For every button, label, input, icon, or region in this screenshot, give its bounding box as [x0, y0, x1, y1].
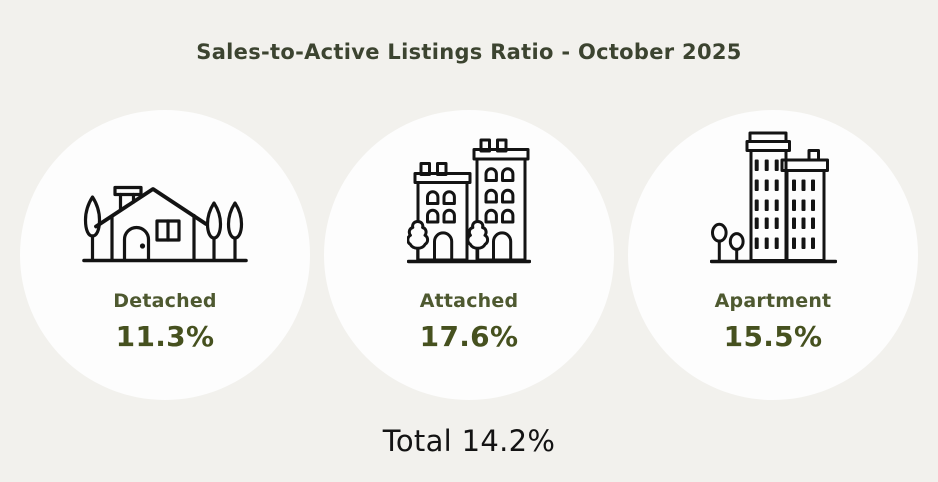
detached-icon-box — [82, 130, 248, 264]
window-slits — [754, 159, 815, 249]
category-label: Apartment — [714, 290, 832, 312]
total-label: Total — [382, 424, 453, 458]
category-card-attached: Attached 17.6% — [324, 110, 614, 400]
attached-icon-box — [407, 130, 531, 264]
total-value: 14.2% — [461, 424, 556, 458]
detached-house-icon — [82, 185, 248, 263]
category-value: 17.6% — [419, 320, 519, 353]
category-label: Attached — [419, 290, 519, 312]
category-row: Detached 11.3% — [20, 110, 918, 400]
category-value: 11.3% — [115, 320, 215, 353]
page-title: Sales-to-Active Listings Ratio - October… — [196, 40, 742, 64]
category-label: Detached — [113, 290, 217, 312]
attached-townhouses-icon — [407, 138, 531, 264]
total-ratio: Total 14.2% — [0, 424, 938, 458]
category-value: 15.5% — [723, 320, 823, 353]
category-card-apartment: Apartment 15.5% — [628, 110, 918, 400]
apartment-icon-box — [709, 130, 837, 264]
apartment-towers-icon — [709, 131, 837, 264]
category-card-detached: Detached 11.3% — [20, 110, 310, 400]
